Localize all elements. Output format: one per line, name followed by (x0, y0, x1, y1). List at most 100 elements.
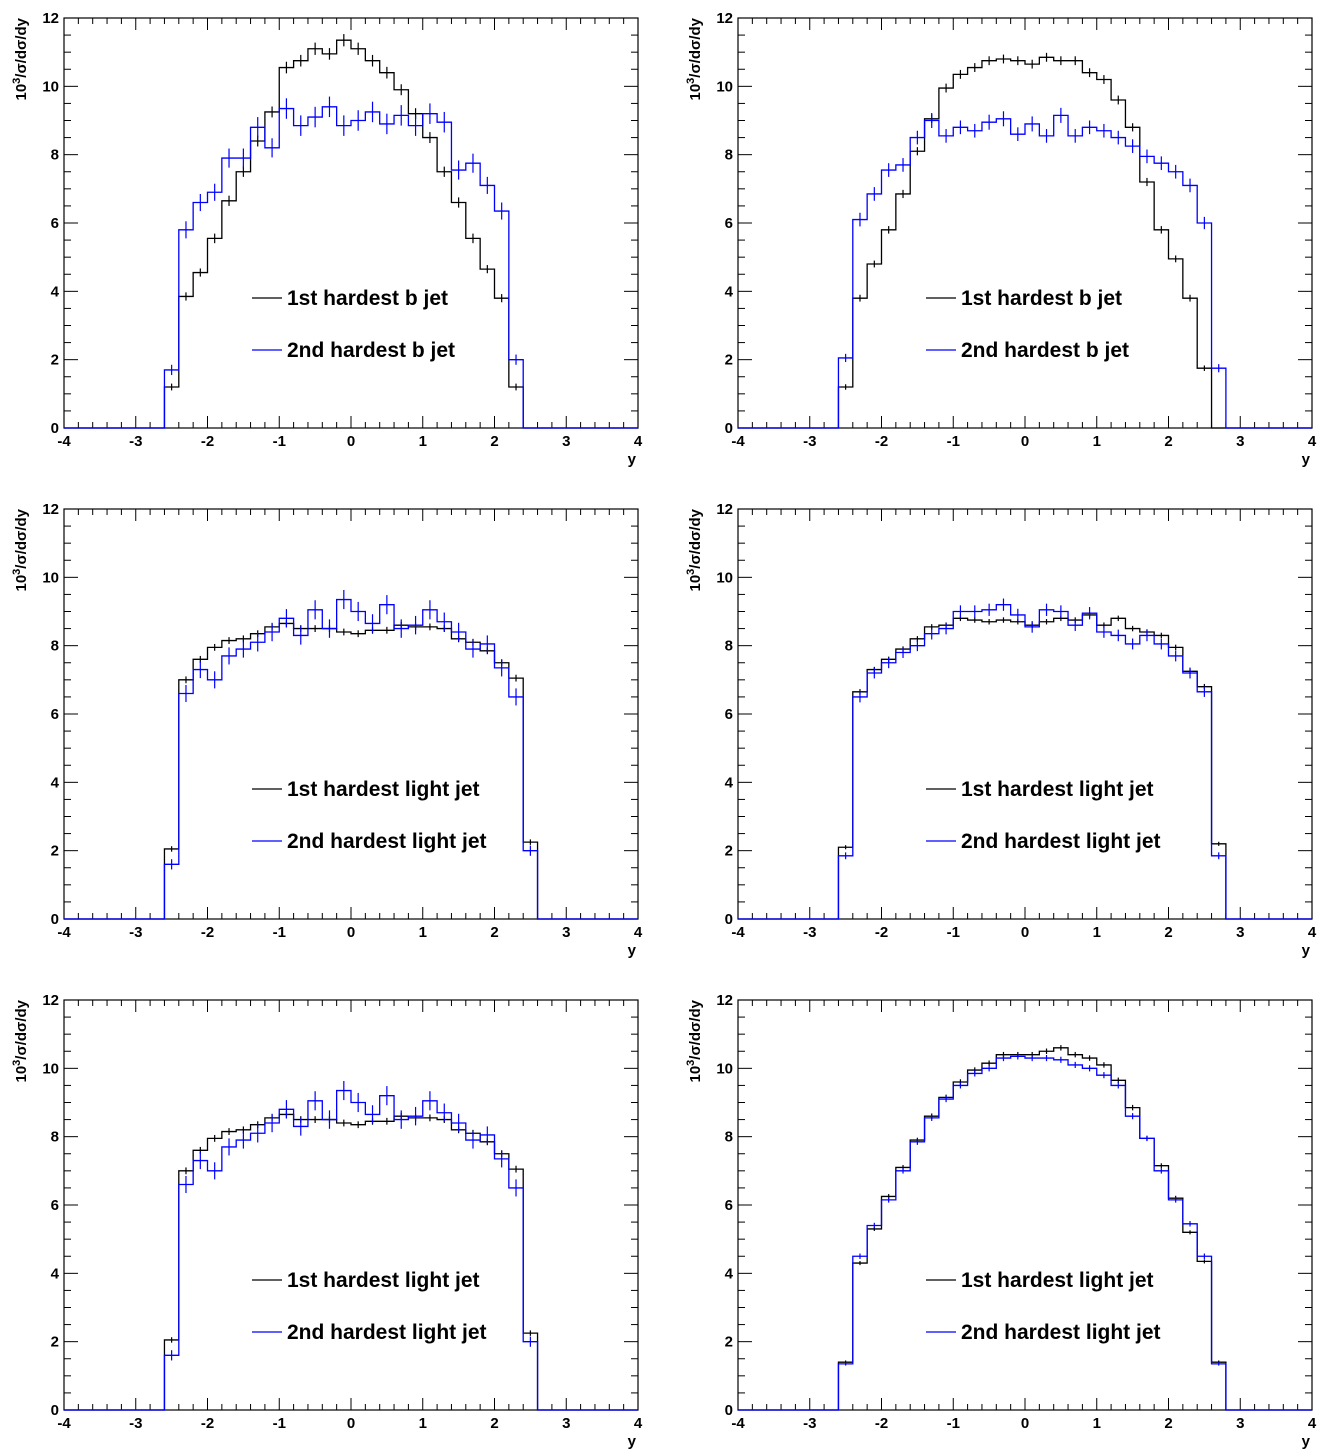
series-line-1 (64, 1113, 638, 1411)
x-tick-label: 2 (490, 924, 498, 941)
legend-label-1: 1st hardest light jet (287, 778, 480, 801)
x-tick-label: 4 (1308, 924, 1317, 941)
y-tick-label: 6 (51, 215, 59, 232)
y-tick-label: 6 (725, 1197, 733, 1214)
y-tick-label: 4 (51, 283, 60, 300)
y-tick-label: 2 (725, 1334, 733, 1351)
plot-frame (737, 999, 1313, 1411)
y-tick-label: 12 (42, 992, 59, 1009)
y-tick-label: 8 (51, 1129, 59, 1146)
y-tick-label: 8 (725, 638, 733, 655)
y-tick-label: 8 (725, 1129, 733, 1146)
series-line-2 (738, 604, 1312, 920)
plot-frame (63, 508, 639, 920)
x-tick-label: -2 (201, 1415, 214, 1432)
x-axis-title: y (628, 451, 637, 468)
y-tick-label: 12 (716, 992, 733, 1009)
plot-frame (63, 17, 639, 429)
x-tick-label: 3 (1236, 924, 1244, 941)
x-tick-label: 0 (347, 924, 355, 941)
x-tick-label: -2 (201, 924, 214, 941)
y-tick-label: 10 (42, 78, 59, 95)
x-tick-label: 3 (562, 924, 570, 941)
y-tick-label: 4 (725, 283, 734, 300)
y-tick-label: 0 (725, 911, 733, 928)
y-tick-label: 12 (42, 10, 59, 27)
y-tick-label: 8 (725, 147, 733, 164)
x-tick-label: -4 (57, 433, 71, 450)
series-line-2 (64, 1089, 638, 1411)
y-tick-label: 10 (42, 569, 59, 586)
x-tick-label: 2 (490, 433, 498, 450)
legend-label-1: 1st hardest light jet (287, 1269, 480, 1292)
y-tick-label: 10 (716, 78, 733, 95)
x-tick-label: 2 (490, 1415, 498, 1432)
x-axis-title: y (1302, 1433, 1311, 1450)
x-tick-label: 3 (562, 1415, 570, 1432)
x-tick-label: -1 (273, 924, 286, 941)
x-tick-label: 1 (419, 924, 427, 941)
series-line-2 (738, 114, 1312, 429)
x-tick-label: 0 (347, 433, 355, 450)
legend-label-2: 2nd hardest light jet (287, 830, 487, 853)
x-tick-label: -3 (129, 924, 142, 941)
y-tick-label: 2 (51, 843, 59, 860)
x-tick-label: 4 (1308, 433, 1317, 450)
x-tick-label: -3 (129, 1415, 142, 1432)
x-axis-title: y (628, 942, 637, 959)
y-tick-label: 6 (725, 215, 733, 232)
y-tick-label: 6 (51, 706, 59, 723)
y-tick-label: 2 (725, 352, 733, 369)
x-tick-label: -1 (947, 924, 960, 941)
x-tick-label: 0 (1021, 1415, 1029, 1432)
series-line-1 (738, 56, 1312, 429)
x-tick-label: -2 (875, 433, 888, 450)
y-tick-label: 0 (51, 1402, 59, 1419)
y-axis-title: 103/σ/dσ/dy (685, 999, 704, 1082)
x-tick-label: -1 (947, 433, 960, 450)
legend-label-1: 1st hardest light jet (961, 778, 1154, 801)
x-tick-label: 1 (419, 1415, 427, 1432)
x-tick-label: 0 (347, 1415, 355, 1432)
y-tick-label: 0 (725, 1402, 733, 1419)
x-tick-label: 0 (1021, 433, 1029, 450)
x-tick-label: -3 (129, 433, 142, 450)
series-line-1 (738, 1047, 1312, 1411)
legend-label-2: 2nd hardest b jet (961, 339, 1129, 362)
x-tick-label: 3 (1236, 433, 1244, 450)
x-tick-label: 1 (419, 433, 427, 450)
legend-label-1: 1st hardest light jet (961, 1269, 1154, 1292)
series-line-1 (64, 622, 638, 920)
x-tick-label: 1 (1093, 1415, 1101, 1432)
y-tick-label: 6 (725, 706, 733, 723)
y-tick-label: 4 (51, 774, 60, 791)
y-tick-label: 2 (51, 352, 59, 369)
y-axis-title: 103/σ/dσ/dy (685, 508, 704, 591)
x-tick-label: -4 (57, 1415, 71, 1432)
x-tick-label: -2 (875, 924, 888, 941)
y-tick-label: 0 (725, 420, 733, 437)
x-tick-label: 2 (1164, 1415, 1172, 1432)
x-tick-label: 2 (1164, 924, 1172, 941)
x-tick-label: -1 (273, 1415, 286, 1432)
plot-frame (63, 999, 639, 1411)
y-tick-label: 0 (51, 420, 59, 437)
x-tick-label: -4 (57, 924, 71, 941)
y-tick-label: 10 (716, 1060, 733, 1077)
x-axis-title: y (1302, 451, 1311, 468)
y-tick-label: 4 (51, 1265, 60, 1282)
y-tick-label: 4 (725, 774, 734, 791)
series-line-1 (64, 39, 638, 429)
y-tick-label: 10 (42, 1060, 59, 1077)
y-tick-label: 4 (725, 1265, 734, 1282)
legend-label-1: 1st hardest b jet (287, 287, 448, 310)
x-tick-label: 2 (1164, 433, 1172, 450)
series-line-2 (64, 106, 638, 429)
x-tick-label: -1 (947, 1415, 960, 1432)
